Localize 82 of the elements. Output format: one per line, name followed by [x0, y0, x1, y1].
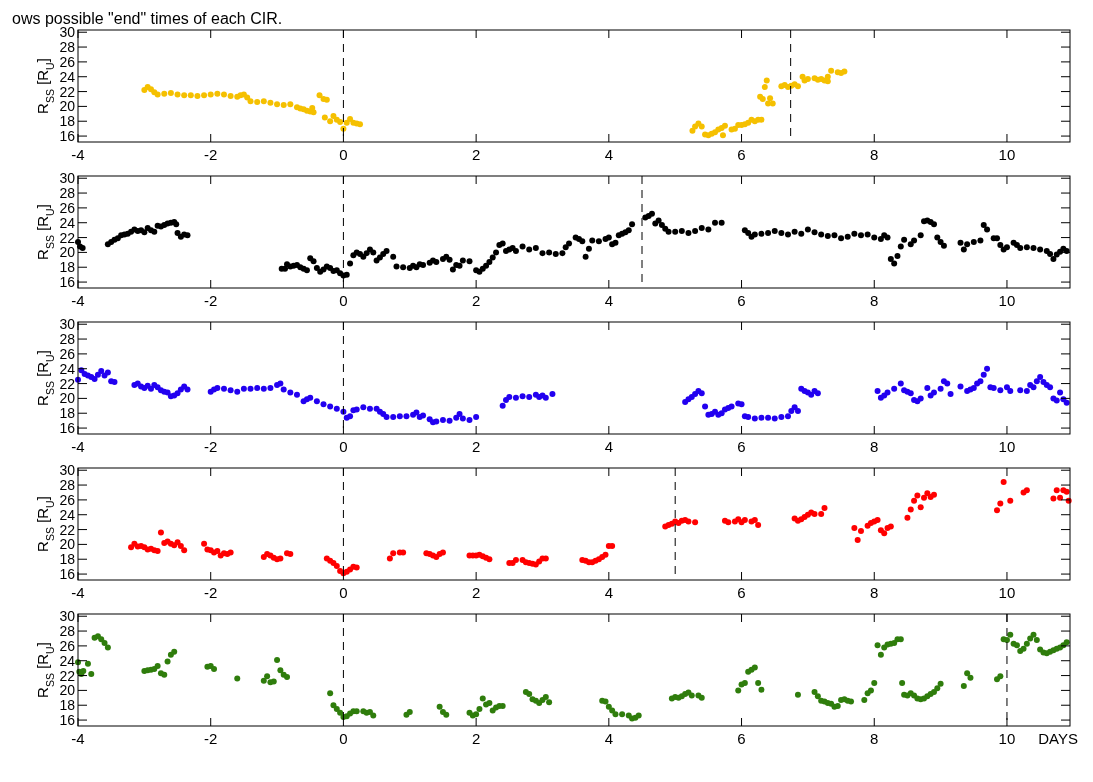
x-tick-label: 8	[870, 584, 879, 601]
y-tick-label: 24	[59, 68, 76, 85]
y-tick-label: 16	[59, 420, 76, 437]
x-tick-label: -2	[204, 730, 218, 747]
y-tick-label: 20	[59, 536, 76, 553]
x-tick-label: 4	[604, 292, 614, 309]
y-tick-label: 28	[59, 623, 76, 640]
x-tick-label: 0	[339, 438, 348, 455]
y-tick-label: 26	[59, 199, 76, 216]
x-tick-label: 0	[339, 584, 348, 601]
x-tick-label: -4	[71, 438, 85, 455]
x-tick-label: -2	[204, 438, 218, 455]
x-tick-label: 6	[737, 584, 746, 601]
y-tick-label: 20	[59, 390, 76, 407]
y-tick-label: 24	[59, 652, 76, 669]
y-tick-label: 28	[59, 477, 76, 494]
x-tick-label: -4	[71, 292, 85, 309]
y-tick-label: 26	[59, 345, 76, 362]
y-tick-label: 20	[59, 98, 76, 115]
x-tick-label: -4	[71, 584, 85, 601]
x-tick-label: 4	[604, 584, 614, 601]
x-tick-label: -2	[204, 584, 218, 601]
y-tick-label: 16	[59, 274, 76, 291]
x-tick-label: 2	[471, 438, 481, 455]
y-tick-label: 26	[59, 637, 76, 654]
y-tick-label: 18	[59, 405, 76, 422]
y-tick-label: 18	[59, 113, 76, 130]
y-tick-label: 18	[59, 259, 76, 276]
x-tick-label: 10	[998, 146, 1016, 163]
x-tick-label: 8	[870, 730, 879, 747]
y-tick-label: 28	[59, 185, 76, 202]
x-tick-label: 2	[471, 292, 481, 309]
y-tick-label: 16	[59, 128, 76, 145]
y-tick-label: 26	[59, 53, 76, 70]
x-tick-label: 10	[998, 292, 1016, 309]
x-tick-label: 6	[737, 292, 746, 309]
y-tick-label: 18	[59, 697, 76, 714]
y-tick-label: 30	[59, 316, 76, 333]
y-tick-label: 22	[59, 83, 76, 100]
x-tick-label: -4	[71, 146, 85, 163]
x-tick-label: 6	[737, 146, 746, 163]
x-tick-label: 6	[737, 438, 746, 455]
y-tick-label: 16	[59, 712, 76, 729]
y-tick-label: 20	[59, 244, 76, 261]
x-tick-label: -2	[204, 292, 218, 309]
x-tick-label: 4	[604, 438, 614, 455]
x-tick-label: 4	[604, 146, 614, 163]
y-tick-label: 22	[59, 375, 76, 392]
x-tick-label: 0	[339, 730, 348, 747]
y-tick-label: 26	[59, 491, 76, 508]
y-tick-label: 28	[59, 331, 76, 348]
x-tick-label: 0	[339, 292, 348, 309]
y-tick-label: 24	[59, 214, 76, 231]
x-tick-label: 10	[998, 438, 1016, 455]
y-tick-label: 28	[59, 39, 76, 56]
x-tick-label: -2	[204, 146, 218, 163]
x-tick-label: -4	[71, 730, 85, 747]
x-tick-label: 8	[870, 438, 879, 455]
y-tick-label: 30	[59, 24, 76, 41]
x-axis-title: DAYS	[1038, 730, 1078, 747]
x-tick-label: 6	[737, 730, 746, 747]
y-tick-label: 30	[59, 608, 76, 625]
y-tick-label: 20	[59, 682, 76, 699]
x-tick-label: 0	[339, 146, 348, 163]
x-tick-label: 2	[471, 730, 481, 747]
y-tick-label: 24	[59, 506, 76, 523]
x-tick-label: 2	[471, 584, 481, 601]
y-tick-label: 18	[59, 551, 76, 568]
y-tick-label: 22	[59, 229, 76, 246]
y-tick-label: 16	[59, 566, 76, 583]
y-tick-label: 30	[59, 462, 76, 479]
x-tick-label: 8	[870, 146, 879, 163]
x-tick-label: 10	[998, 584, 1016, 601]
y-tick-label: 22	[59, 521, 76, 538]
x-tick-label: 2	[471, 146, 481, 163]
y-tick-label: 30	[59, 170, 76, 187]
x-tick-label: 8	[870, 292, 879, 309]
y-tick-label: 22	[59, 667, 76, 684]
text: ows possible "end" times of each CIR.	[12, 10, 283, 27]
y-tick-label: 24	[59, 360, 76, 377]
x-tick-label: 4	[604, 730, 614, 747]
x-tick-label: 10	[998, 730, 1016, 747]
